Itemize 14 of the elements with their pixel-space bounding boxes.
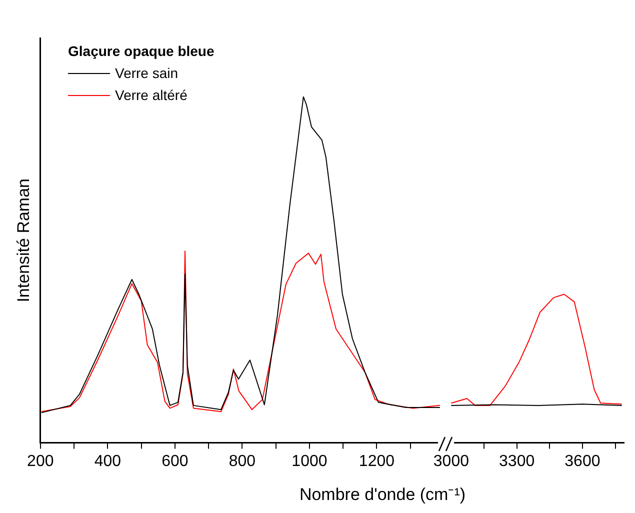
x-tick-label: 3600 [564, 452, 600, 470]
x-tick-label: 3000 [433, 452, 470, 470]
x-tick-label: 1000 [292, 452, 328, 470]
y-axis-title: Intensité Raman [14, 178, 33, 302]
legend-label: Verre altéré [115, 86, 188, 105]
x-axis-title: Nombre d'onde (cm⁻¹) [298, 484, 467, 505]
x-tick-label: 400 [94, 452, 122, 470]
x-tick-label: 1200 [358, 452, 395, 470]
x-tick-label: 600 [162, 452, 188, 470]
x-tick-label: 3300 [499, 452, 535, 470]
legend-label: Verre sain [115, 64, 178, 83]
legend-title: Glaçure opaque bleue [68, 42, 214, 61]
x-tick-label: 800 [228, 452, 256, 470]
x-tick-label: 200 [27, 452, 54, 470]
